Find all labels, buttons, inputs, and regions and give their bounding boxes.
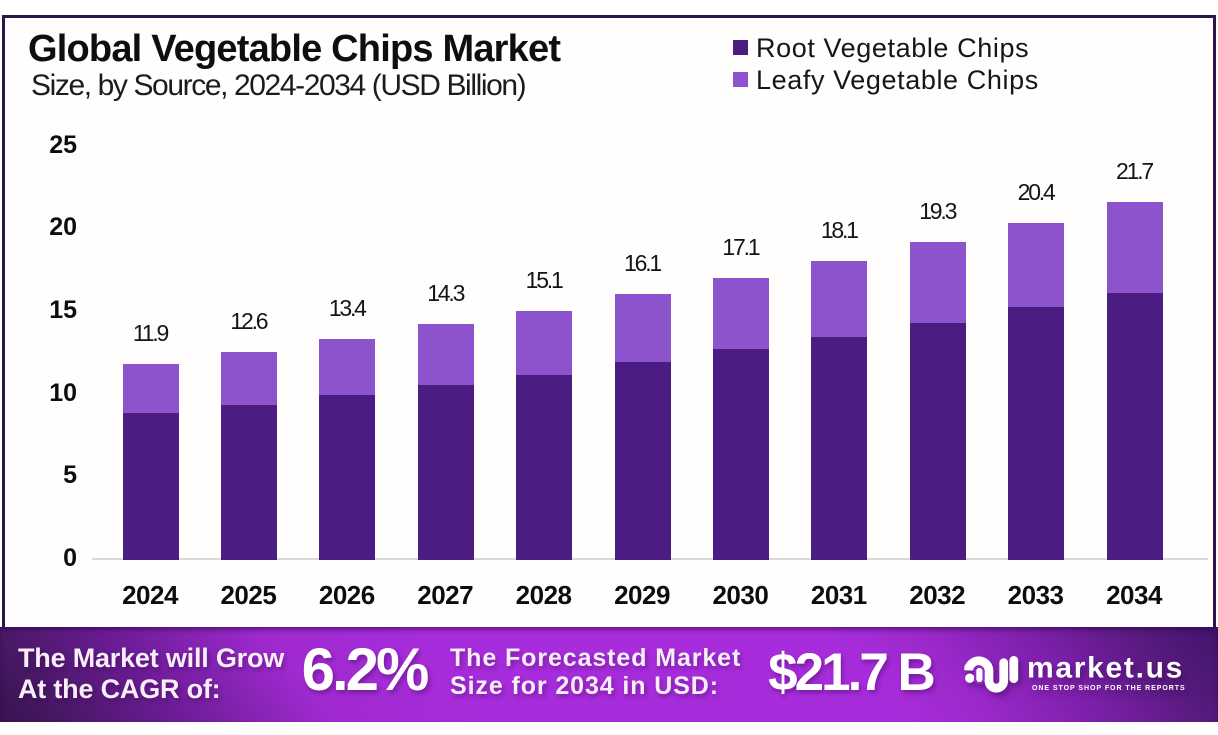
svg-text:ONE STOP SHOP FOR THE REPORTS: ONE STOP SHOP FOR THE REPORTS [1032,685,1186,692]
svg-text:market.us: market.us [1027,652,1184,685]
